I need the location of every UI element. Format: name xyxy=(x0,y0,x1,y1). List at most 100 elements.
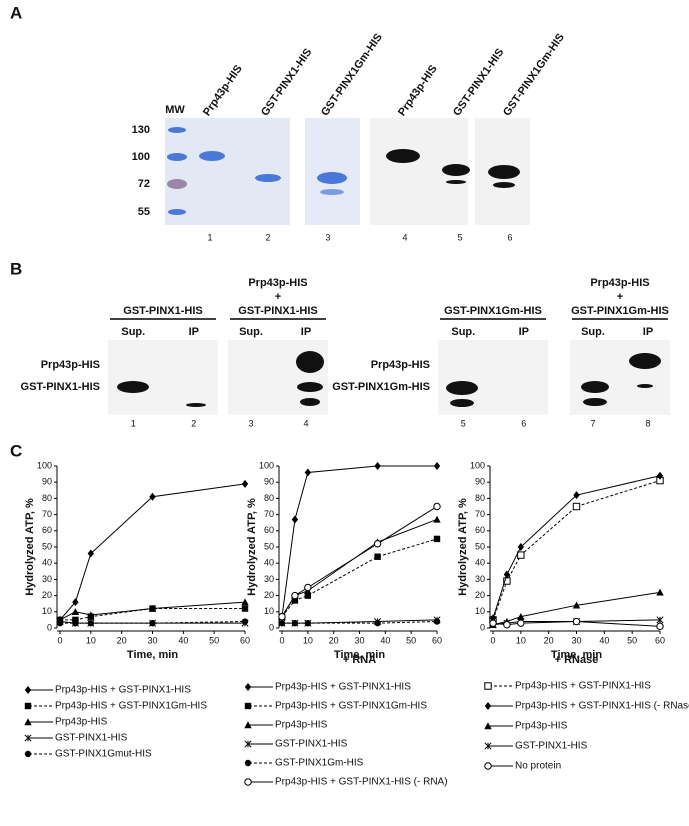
legend-marker xyxy=(24,734,32,742)
marker xyxy=(374,462,381,470)
lane-number: 4 xyxy=(402,232,407,242)
legend-entry: GST-PINX1Gmut-HIS xyxy=(55,749,152,760)
legend-marker xyxy=(244,759,252,767)
column-label: IP xyxy=(189,326,199,338)
gel-bands xyxy=(167,127,347,215)
y-tick-label: 70 xyxy=(475,509,485,519)
marker xyxy=(241,618,249,625)
mw-marker: 130 xyxy=(132,124,150,136)
marker xyxy=(87,619,95,627)
marker xyxy=(244,702,252,710)
y-tick-label: 0 xyxy=(269,622,274,632)
x-tick-label: 10 xyxy=(516,635,526,645)
row-label: GST-PINX1Gm-HIS xyxy=(332,381,430,393)
marker xyxy=(241,605,249,612)
marker xyxy=(484,702,492,710)
lane-number: 6 xyxy=(507,232,512,242)
marker xyxy=(484,762,492,770)
series-markers xyxy=(489,476,664,624)
legend-entry: Prp43p-HIS + GST-PINX1Gm-HIS xyxy=(275,701,427,712)
x-tick-label: 0 xyxy=(490,635,495,645)
lane-number: 4 xyxy=(303,418,308,428)
lane-number: 3 xyxy=(248,418,253,428)
y-tick-label: 100 xyxy=(470,460,485,470)
lane-header: GST-PINX1Gm-HIS xyxy=(501,31,567,118)
panel-label: B xyxy=(10,259,22,278)
lane-header: Prp43p-HIS xyxy=(201,63,245,118)
blot-header: Prp43p-HIS xyxy=(590,277,649,289)
y-tick-label: 50 xyxy=(42,541,52,551)
legend-entry: Prp43p-HIS + GST-PINX1-HIS (- RNase) xyxy=(515,701,689,712)
y-tick-label: 40 xyxy=(475,558,485,568)
mw-marker: 55 xyxy=(138,206,150,218)
marker xyxy=(517,551,525,559)
marker xyxy=(572,617,581,626)
row-label: Prp43p-HIS xyxy=(371,359,430,371)
marker xyxy=(87,611,95,619)
lane-number: 6 xyxy=(521,418,526,428)
y-tick-label: 10 xyxy=(264,606,274,616)
legend-entry: Prp43p-HIS + GST-PINX1Gm-HIS xyxy=(55,701,207,712)
x-tick-label: 40 xyxy=(380,635,390,645)
x-tick-label: 60 xyxy=(655,635,665,645)
x-axis-label: Time, min xyxy=(551,649,602,661)
column-label: Sup. xyxy=(581,326,605,338)
y-tick-label: 70 xyxy=(42,509,52,519)
x-tick-label: 30 xyxy=(571,635,581,645)
y-tick-label: 10 xyxy=(475,606,485,616)
blot-bands xyxy=(386,149,520,188)
legend-entry: No protein xyxy=(515,761,561,772)
marker xyxy=(517,612,525,620)
marker xyxy=(149,492,156,501)
y-tick-label: 50 xyxy=(475,541,485,551)
series-line xyxy=(281,538,438,617)
legend-marker xyxy=(484,702,492,710)
marker xyxy=(278,619,286,627)
lane-header: Prp43p-HIS xyxy=(396,63,440,118)
lane-number: 2 xyxy=(191,418,196,428)
y-tick-label: 100 xyxy=(37,460,52,470)
marker xyxy=(656,588,664,596)
legend-marker xyxy=(24,702,32,710)
series-markers xyxy=(56,598,249,624)
lane-number: 2 xyxy=(265,232,270,242)
blot-header: + xyxy=(275,291,281,303)
blot-header: GST-PINX1Gm-HIS xyxy=(444,305,542,317)
column-label: IP xyxy=(301,326,311,338)
y-tick-label: 0 xyxy=(480,622,485,632)
series-markers xyxy=(489,471,664,623)
y-tick-label: 90 xyxy=(475,477,485,487)
legend-entry: GST-PINX1Gm-HIS xyxy=(275,758,364,769)
y-tick-label: 80 xyxy=(264,493,274,503)
marker xyxy=(374,619,381,627)
marker xyxy=(24,686,32,694)
legend-marker xyxy=(244,683,252,691)
lane-number: 5 xyxy=(461,418,466,428)
marker xyxy=(24,718,32,726)
x-tick-label: 50 xyxy=(627,635,637,645)
x-tick-label: 30 xyxy=(354,635,364,645)
y-tick-label: 50 xyxy=(264,541,274,551)
marker xyxy=(572,502,581,511)
x-tick-label: 50 xyxy=(406,635,416,645)
y-tick-label: 80 xyxy=(42,493,52,503)
marker xyxy=(572,601,581,609)
x-tick-label: 0 xyxy=(57,635,62,645)
marker xyxy=(374,553,381,560)
y-tick-label: 40 xyxy=(264,558,274,568)
marker xyxy=(433,502,441,511)
column-label: IP xyxy=(519,326,529,338)
marker xyxy=(503,621,511,629)
x-tick-label: 60 xyxy=(432,635,442,645)
x-tick-label: 60 xyxy=(240,635,250,645)
x-tick-label: 20 xyxy=(544,635,554,645)
marker xyxy=(244,683,252,691)
mw-marker: 72 xyxy=(138,178,150,190)
series-line xyxy=(492,480,661,621)
marker xyxy=(656,471,664,480)
marker xyxy=(291,591,299,600)
coomassie-gel xyxy=(165,118,290,225)
marker xyxy=(71,608,80,615)
marker xyxy=(244,721,252,729)
series-markers xyxy=(278,462,441,621)
